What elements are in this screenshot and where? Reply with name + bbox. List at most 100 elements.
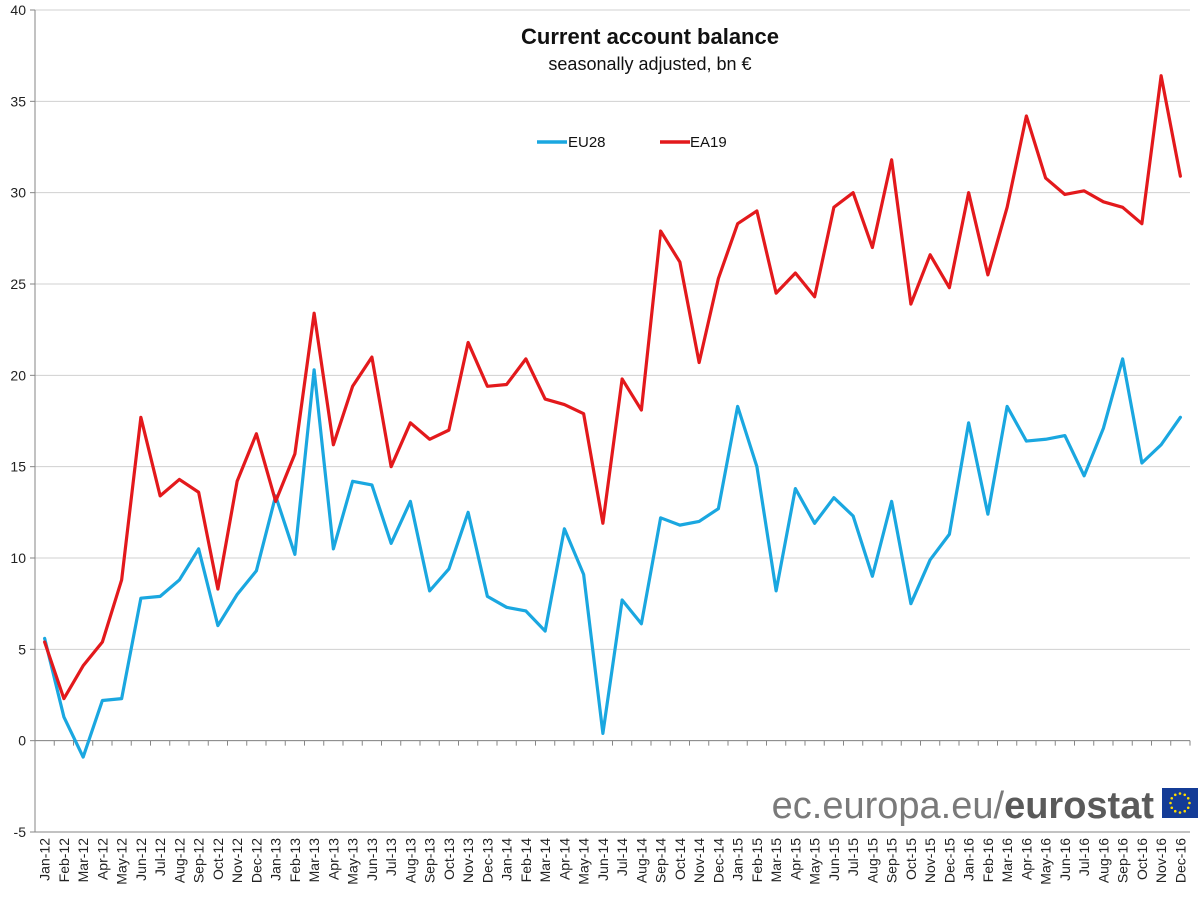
eu-flag-star: [1183, 809, 1187, 813]
series-line-eu28: [43, 357, 1182, 759]
gridlines: [35, 9, 1190, 742]
x-tick-label: Sep-13: [422, 838, 438, 883]
x-tick-label: Oct-12: [210, 838, 226, 880]
x-tick-label: May-14: [576, 838, 592, 885]
y-tick-label: 35: [10, 93, 26, 109]
x-tick-label: Jul-14: [614, 838, 630, 876]
series-lines: [43, 74, 1182, 759]
chart-title: Current account balance: [521, 24, 779, 49]
x-tick-label: Feb-14: [518, 838, 534, 883]
eu-flag-star: [1173, 809, 1177, 813]
x-tick-label: Jun-16: [1057, 838, 1073, 881]
legend-label-eu28: EU28: [568, 134, 606, 151]
x-tick-label: Mar-14: [537, 838, 553, 883]
series-line-ea19: [43, 74, 1182, 701]
y-tick-labels: -5 0 5 10 15 20 25 30 35 40: [10, 2, 26, 840]
x-tick-label: Dec-16: [1172, 838, 1188, 883]
x-tick-label: Apr-12: [94, 838, 110, 880]
x-tick-label: Nov-14: [691, 838, 707, 883]
x-tick-label: Nov-15: [922, 838, 938, 883]
x-tick-label: May-15: [807, 838, 823, 885]
y-tick-label: 20: [10, 367, 26, 383]
x-tick-label: Oct-13: [441, 838, 457, 880]
eurostat-watermark: ec.europa.eu/eurostat: [772, 785, 1198, 827]
x-tick-label: Jul-12: [152, 838, 168, 876]
x-tick-label: Jun-13: [364, 838, 380, 881]
x-tick-label: Apr-14: [556, 838, 572, 880]
x-tick-label: Mar-16: [999, 838, 1015, 883]
x-tick-label: Mar-15: [768, 838, 784, 883]
eu-flag-star: [1183, 793, 1187, 797]
x-tick-label: May-16: [1038, 838, 1054, 885]
x-tick-label: Feb-12: [56, 838, 72, 883]
chart-subtitle: seasonally adjusted, bn €: [548, 54, 751, 74]
x-tick-label: Mar-13: [306, 838, 322, 883]
x-tick-label: Apr-15: [787, 838, 803, 880]
x-tick-label: Sep-15: [884, 838, 900, 883]
x-tick-label: Feb-16: [980, 838, 996, 883]
x-tick-label: Jan-13: [268, 838, 284, 881]
eu-flag-icon: [1162, 788, 1198, 818]
watermark-brand: eurostat: [1004, 785, 1154, 827]
x-tick-label: Jan-15: [730, 838, 746, 881]
eu-flag-star: [1173, 793, 1177, 797]
x-tick-label: Mar-12: [75, 838, 91, 883]
x-tick-label: Dec-13: [479, 838, 495, 883]
x-tick-label: Jul-16: [1076, 838, 1092, 876]
y-tick-label: -5: [14, 824, 27, 840]
eu-flag-star: [1178, 792, 1182, 795]
x-tick-label: Aug-13: [402, 838, 418, 883]
eu-flag-star: [1178, 811, 1182, 814]
x-tick-label: Jan-12: [37, 838, 53, 881]
x-tick-label: May-13: [345, 838, 361, 885]
y-tick-label: 10: [10, 550, 26, 566]
x-tick-label: Jun-12: [133, 838, 149, 881]
x-tick-label: Sep-16: [1115, 838, 1131, 883]
y-tick-label: 25: [10, 276, 26, 292]
y-tick-label: 15: [10, 459, 26, 475]
eu-flag-star: [1170, 796, 1174, 800]
x-tick-label: Aug-15: [864, 838, 880, 883]
watermark-text: ec.europa.eu/eurostat: [772, 785, 1155, 827]
x-tick-label: Sep-14: [653, 838, 669, 883]
y-tick-label: 30: [10, 185, 26, 201]
x-tick-label: Dec-15: [941, 838, 957, 883]
x-tick-label: Jul-15: [845, 838, 861, 876]
watermark-url: ec.europa.eu/: [772, 785, 1005, 827]
x-tick-label: Jun-14: [595, 838, 611, 881]
legend-item-eu28: EU28: [537, 134, 606, 151]
x-tick-label: Apr-16: [1018, 838, 1034, 880]
x-tick-label: Feb-13: [287, 838, 303, 883]
x-tick-label: Nov-12: [229, 838, 245, 883]
x-tick-label: Jul-13: [383, 838, 399, 876]
x-tick-label: May-12: [114, 838, 130, 885]
y-tick-label: 5: [18, 641, 26, 657]
x-tick-label: Jan-16: [961, 838, 977, 881]
x-tick-labels: Jan-12 Feb-12 Mar-12 Apr-12 May-12 Jun-12 Jul-…: [37, 838, 1189, 885]
y-tick-label: 0: [18, 733, 26, 749]
eu-flag-star: [1169, 801, 1172, 805]
x-tick-label: Jun-15: [826, 838, 842, 881]
x-tick-label: Sep-12: [191, 838, 207, 883]
legend-item-ea19: EA19: [660, 134, 727, 151]
y-tick-label: 40: [10, 2, 26, 18]
eu-flag-star: [1186, 796, 1190, 800]
legend-label-ea19: EA19: [690, 134, 727, 151]
eu-flag-star: [1186, 806, 1190, 810]
x-tick-label: Aug-12: [171, 838, 187, 883]
x-tick-label: Dec-14: [710, 838, 726, 883]
x-tick-label: Dec-12: [248, 838, 264, 883]
x-tick-label: Feb-15: [749, 838, 765, 883]
x-tick-label: Nov-16: [1153, 838, 1169, 883]
legend: EU28 EA19: [537, 134, 727, 151]
x-tick-label: Oct-15: [903, 838, 919, 880]
eu-flag-star: [1170, 806, 1174, 810]
x-tick-label: Nov-13: [460, 838, 476, 883]
eu-flag-star: [1188, 801, 1191, 805]
x-tick-label: Aug-16: [1095, 838, 1111, 883]
x-tick-label: Oct-16: [1134, 838, 1150, 880]
x-tick-label: Oct-14: [672, 838, 688, 880]
x-tick-label: Apr-13: [325, 838, 341, 880]
